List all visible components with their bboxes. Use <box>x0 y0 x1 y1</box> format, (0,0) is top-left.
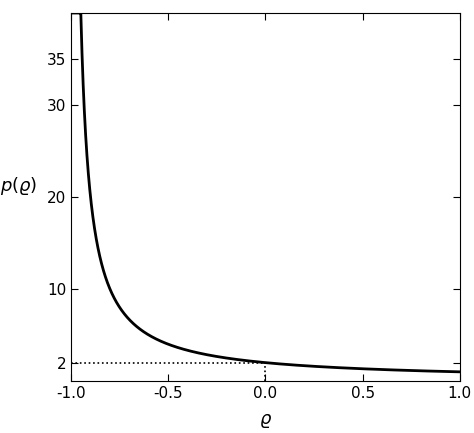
Y-axis label: $p(\varrho)$: $p(\varrho)$ <box>0 175 38 197</box>
X-axis label: $\varrho$: $\varrho$ <box>259 412 272 430</box>
